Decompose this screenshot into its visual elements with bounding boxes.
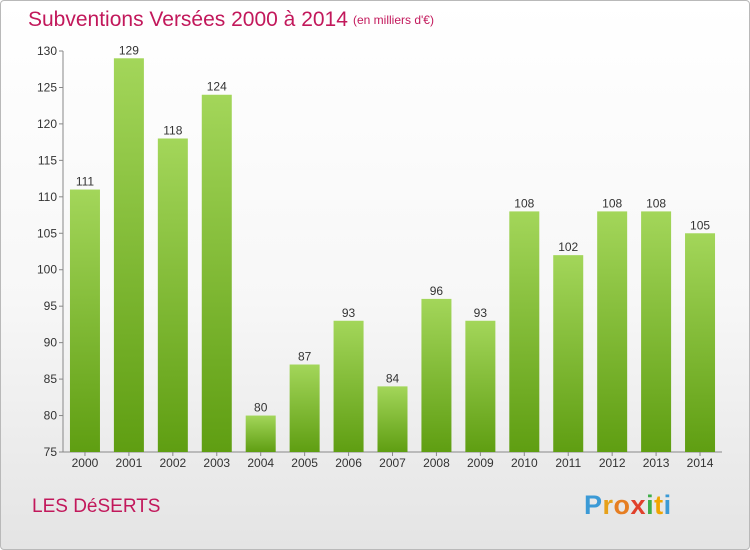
y-tick-label: 95: [44, 299, 58, 313]
bar-2013: [641, 211, 672, 452]
bar-2005: [289, 364, 320, 452]
value-label-2001: 129: [119, 43, 139, 57]
value-label-2008: 96: [430, 284, 444, 298]
chart-unit-note: (en milliers d'€): [353, 13, 434, 27]
value-label-2007: 84: [386, 371, 400, 385]
bar-2004: [245, 415, 276, 452]
bar-2002: [157, 138, 188, 452]
value-label-2006: 93: [342, 306, 356, 320]
y-tick-label: 125: [37, 80, 57, 94]
x-tick-label-2009: 2009: [467, 456, 494, 470]
chart-title: Subventions Versées 2000 à 2014: [28, 8, 348, 31]
value-label-2010: 108: [514, 196, 534, 210]
bar-2001: [113, 58, 144, 453]
x-tick-label-2000: 2000: [72, 456, 99, 470]
x-tick-label-2003: 2003: [203, 456, 230, 470]
logo-letter: x: [630, 490, 647, 520]
value-label-2013: 108: [646, 196, 666, 210]
y-tick-label: 90: [44, 336, 58, 350]
value-label-2002: 118: [163, 123, 182, 137]
y-tick-label: 130: [37, 44, 57, 58]
bar-2011: [553, 255, 584, 452]
x-tick-label-2008: 2008: [423, 456, 450, 470]
value-label-2004: 80: [254, 401, 268, 415]
bar-2014: [685, 233, 716, 452]
y-tick-label: 110: [38, 190, 57, 204]
logo-letter: o: [613, 490, 631, 520]
logo-letter: i: [663, 490, 672, 520]
value-label-2005: 87: [298, 350, 312, 364]
bar-2010: [509, 211, 540, 452]
x-tick-label-2011: 2011: [555, 456, 581, 470]
value-label-2003: 124: [207, 80, 227, 94]
bar-2009: [465, 320, 496, 452]
y-tick-label: 75: [44, 445, 58, 459]
x-tick-label-2006: 2006: [335, 456, 362, 470]
y-tick-label: 100: [37, 263, 57, 277]
y-tick-label: 120: [37, 117, 57, 131]
y-tick-label: 105: [37, 226, 57, 240]
x-tick-label-2007: 2007: [379, 456, 406, 470]
data-labels: 111 129 118 124 80 87 93 84 96 93 108 102 108 108 105: [76, 43, 711, 414]
bar-2007: [377, 386, 408, 452]
x-tick-label-2002: 2002: [159, 456, 186, 470]
bar-2008: [421, 298, 452, 452]
x-tick-label-2013: 2013: [643, 456, 670, 470]
logo-letter: r: [602, 490, 614, 520]
x-tick-label-2001: 2001: [116, 456, 143, 470]
y-tick-label: 85: [44, 372, 58, 386]
value-label-2000: 111: [76, 175, 95, 189]
x-tick-label-2012: 2012: [599, 456, 626, 470]
x-tick-label-2010: 2010: [511, 456, 538, 470]
y-tick-label: 80: [44, 409, 58, 423]
proxiti-logo: Proxiti: [584, 490, 672, 521]
logo-letter: i: [646, 490, 655, 520]
bar-2006: [333, 320, 364, 452]
value-label-2009: 93: [474, 306, 488, 320]
commune-name: LES DéSERTS: [32, 496, 161, 517]
bar-2012: [597, 211, 628, 452]
x-axis: 2000 2001 2002 2003 2004 2005 2006 2007 2008 2009…: [72, 452, 714, 470]
x-tick-label-2004: 2004: [247, 456, 274, 470]
bar-2003: [201, 94, 232, 452]
value-label-2014: 105: [690, 218, 710, 232]
bar-series: [69, 58, 716, 453]
logo-letter: P: [584, 490, 603, 520]
bar-2000: [69, 189, 100, 452]
x-tick-label-2014: 2014: [687, 456, 714, 470]
value-label-2011: 102: [558, 240, 578, 254]
value-label-2012: 108: [602, 196, 622, 210]
y-tick-label: 115: [38, 153, 57, 167]
x-tick-label-2005: 2005: [291, 456, 318, 470]
logo-letter: t: [654, 490, 664, 520]
